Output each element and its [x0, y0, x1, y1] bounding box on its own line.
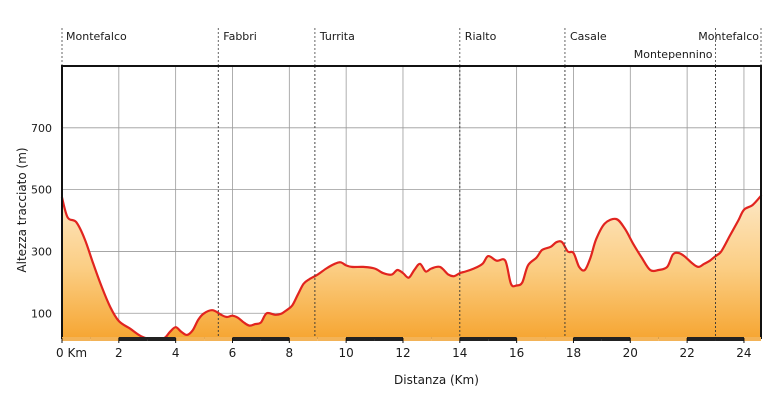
waypoint-label: Montepennino [634, 48, 713, 61]
x-tick-label: 20 [623, 346, 638, 360]
x-tick-label: 10 [339, 346, 354, 360]
x-tick-label: 8 [285, 346, 293, 360]
km-scale-segment [62, 337, 91, 341]
x-tick-label: 22 [679, 346, 694, 360]
km-scale-segment [431, 337, 460, 341]
waypoint-label: Rialto [465, 30, 497, 43]
km-scale-segment [118, 337, 148, 341]
km-scale-segment [147, 337, 176, 341]
km-scale-segment [260, 337, 290, 341]
km-scale-segment [658, 337, 688, 341]
km-scale-segment [516, 337, 546, 341]
x-axis-label: Distanza (Km) [394, 373, 479, 387]
waypoint-label: Fabbri [223, 30, 257, 43]
km-scale-segment [90, 337, 119, 341]
km-scale-segment [374, 337, 403, 341]
km-scale-bar [62, 337, 761, 341]
x-axis-ticks: 0 Km 2 4 6 8 10 12 14 16 18 20 22 24 [56, 338, 752, 360]
waypoint-inner-lines [217, 66, 716, 338]
km-scale-segment [573, 337, 602, 341]
y-tick-label: 100 [31, 307, 52, 320]
km-scale-segment [488, 337, 517, 341]
y-tick-label: 500 [31, 184, 52, 197]
km-scale-segment [204, 337, 233, 341]
km-scale-segment [346, 337, 375, 341]
km-scale-segment [715, 337, 744, 341]
x-tick-label: 4 [172, 346, 180, 360]
waypoint-label: Montefalco [66, 30, 127, 43]
km-scale-segment [743, 337, 761, 341]
waypoint-labels: Montefalco Fabbri Turrita Rialto Casale Monte… [66, 30, 759, 61]
y-tick-label: 700 [31, 122, 52, 135]
km-scale-segment [459, 337, 489, 341]
x-tick-label: 18 [566, 346, 581, 360]
y-axis-label: Altezza tracciato (m) [15, 147, 29, 272]
y-tick-label: 300 [31, 245, 52, 258]
x-tick-label: 24 [736, 346, 751, 360]
x-tick-label: 0 Km [56, 346, 87, 360]
km-scale-segment [545, 337, 574, 341]
km-scale-segment [687, 337, 716, 341]
x-tick-label: 16 [509, 346, 524, 360]
x-tick-label: 6 [229, 346, 237, 360]
km-scale-segment [601, 337, 631, 341]
km-scale-segment [232, 337, 261, 341]
km-scale-segment [402, 337, 432, 341]
y-axis-ticks: 100 300 500 700 [31, 122, 52, 320]
waypoint-label: Casale [570, 30, 607, 43]
km-scale-segment [289, 337, 318, 341]
km-scale-segment [317, 337, 347, 341]
km-scale-segment [175, 337, 205, 341]
elevation-area [62, 195, 761, 340]
elevation-line [60, 194, 763, 341]
x-tick-label: 2 [115, 346, 123, 360]
waypoint-label: Montefalco [698, 30, 759, 43]
waypoint-label: Turrita [319, 30, 355, 43]
x-tick-label: 12 [395, 346, 410, 360]
x-tick-label: 14 [452, 346, 467, 360]
km-scale-segment [630, 337, 659, 341]
